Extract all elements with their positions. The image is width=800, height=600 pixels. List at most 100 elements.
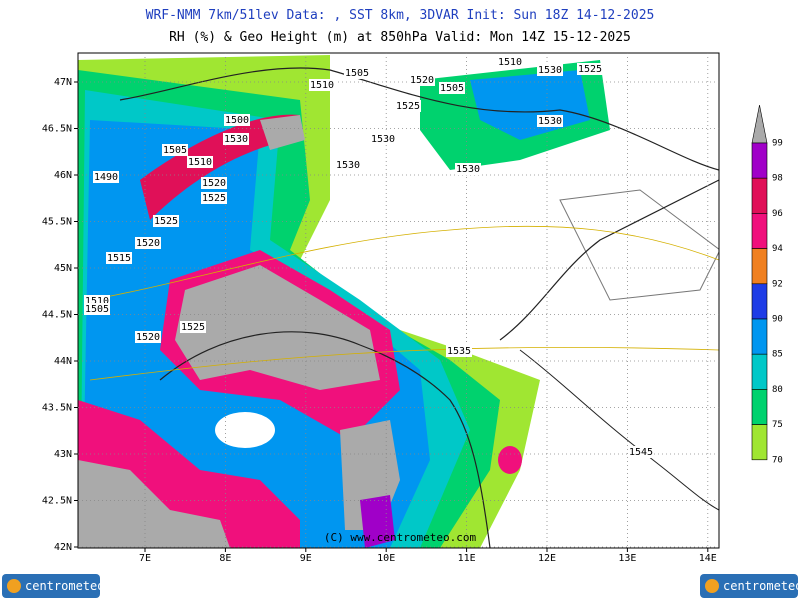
rh-99	[360, 495, 395, 548]
logo-icon	[7, 579, 21, 593]
contour-label: 1525	[202, 193, 226, 204]
contour-label-bg	[309, 79, 335, 91]
contour-label: 1500	[225, 115, 249, 126]
colorbar-label: 70	[772, 455, 783, 465]
contour-label-bg	[335, 159, 361, 171]
colorbar-segment	[751, 248, 768, 285]
logo-text: centrometeo	[25, 579, 104, 593]
contour-label-bg	[344, 67, 370, 79]
lat-label: 42.5N	[42, 496, 72, 507]
lon-label: 12E	[538, 553, 556, 564]
contour-label: 1510	[310, 80, 334, 91]
contour-label-bg	[537, 64, 563, 76]
contour-label: 1525	[154, 216, 178, 227]
lon-label: 10E	[377, 553, 395, 564]
logo-icon	[705, 579, 719, 593]
lat-label: 45N	[54, 263, 72, 274]
contour-label: 1530	[336, 160, 360, 171]
map-frame	[77, 52, 720, 549]
contour-label-bg	[162, 144, 188, 156]
colorbar-label: 80	[772, 385, 783, 395]
colorbar-segment	[751, 424, 768, 461]
region-border	[559, 189, 719, 301]
coastline	[159, 331, 491, 548]
contour-label-bg	[395, 100, 421, 112]
colorbar-segment	[751, 353, 768, 390]
colorbar-label: 98	[772, 174, 783, 184]
contour-label: 1525	[578, 64, 602, 75]
coastline	[499, 179, 719, 341]
title: WRF-NMM 7km/51lev Data: , SST 8km, 3DVAR…	[146, 8, 655, 23]
lat-label: 46.5N	[42, 124, 72, 135]
contour-label: 1520	[410, 75, 434, 86]
copyright: (C) www.centrometeo.com	[324, 531, 477, 544]
contour-label-bg	[409, 74, 435, 86]
contour-label: 1530	[224, 134, 248, 145]
lat-label: 46N	[54, 170, 72, 181]
colorbar-label: 90	[772, 315, 783, 325]
contour-label-bg	[537, 115, 563, 127]
contour-label: 1545	[629, 447, 653, 458]
contour-label: 1490	[94, 172, 118, 183]
contour-label-bg	[135, 331, 161, 343]
contour-label: 1535	[447, 346, 471, 357]
logo-right[interactable]: centrometeo	[700, 574, 800, 598]
colorbar-segment	[751, 318, 768, 355]
contour-label: 1530	[538, 116, 562, 127]
contour-label: 1510	[85, 296, 109, 307]
colorbar-label: 99	[772, 139, 783, 149]
lat-label: 44.5N	[42, 310, 72, 321]
contour-label-bg	[224, 114, 250, 126]
lon-label: 11E	[458, 553, 476, 564]
rh-96	[498, 446, 522, 474]
contour-label: 1510	[498, 57, 522, 68]
contour-label: 1520	[136, 238, 160, 249]
subtitle: RH (%) & Geo Height (m) at 850hPa Valid:…	[169, 30, 631, 45]
dry-area	[215, 412, 275, 448]
graticule: 47N 46.5N 46N 45.5N 45N 44.5N 44N 43.5N 43N 42.5N…	[42, 53, 719, 564]
lon-label: 8E	[219, 553, 231, 564]
lat-label: 43N	[54, 449, 72, 460]
contour-label: 1525	[396, 101, 420, 112]
contour-label-bg	[628, 446, 654, 458]
rh-99-plus	[78, 460, 230, 548]
rh-99-plus	[260, 115, 305, 150]
logo-left[interactable]: centrometeo	[2, 574, 104, 598]
contour-label: 1505	[440, 83, 464, 94]
colorbar: 99 98 96 94 92 90 85 80 75 70	[751, 104, 783, 465]
contour-label: 1505	[85, 304, 109, 315]
logo-text: centrometeo	[723, 579, 800, 593]
contour-label: 1505	[345, 68, 369, 79]
contour-label: 1525	[181, 322, 205, 333]
contour-label: 1505	[163, 145, 187, 156]
country-border	[119, 67, 719, 171]
contour-label: 1515	[107, 253, 131, 264]
contour-label-bg	[223, 133, 249, 145]
lat-label: 43.5N	[42, 403, 72, 414]
map: 47N 46.5N 46N 45.5N 45N 44.5N 44N 43.5N 43N 42.5N…	[42, 52, 720, 564]
lon-label: 9E	[300, 553, 312, 564]
colorbar-segment	[751, 213, 768, 249]
contour-label-bg	[153, 215, 179, 227]
logo-box	[700, 574, 798, 598]
contour-label: 1520	[136, 332, 160, 343]
rh-field	[78, 55, 719, 548]
contour-label-bg	[135, 237, 161, 249]
colorbar-segment	[751, 283, 768, 320]
colorbar-label: 75	[772, 420, 783, 430]
contour-label-bg	[446, 345, 472, 357]
rh-98	[140, 114, 300, 220]
colorbar-segment	[751, 177, 768, 214]
contour-label-bg	[84, 303, 110, 315]
contour-label-bg	[497, 56, 523, 68]
lon-label: 14E	[699, 553, 717, 564]
colorbar-segment	[751, 389, 768, 425]
contour-label-bg	[180, 321, 206, 333]
contour-label-bg	[106, 252, 132, 264]
contour-label-bg	[455, 163, 481, 175]
contour-label-bg	[577, 63, 603, 75]
lat-label: 42N	[54, 542, 72, 553]
contour-label: 1530	[456, 164, 480, 175]
contour-label: 1530	[538, 65, 562, 76]
colorbar-label: 92	[772, 279, 783, 289]
